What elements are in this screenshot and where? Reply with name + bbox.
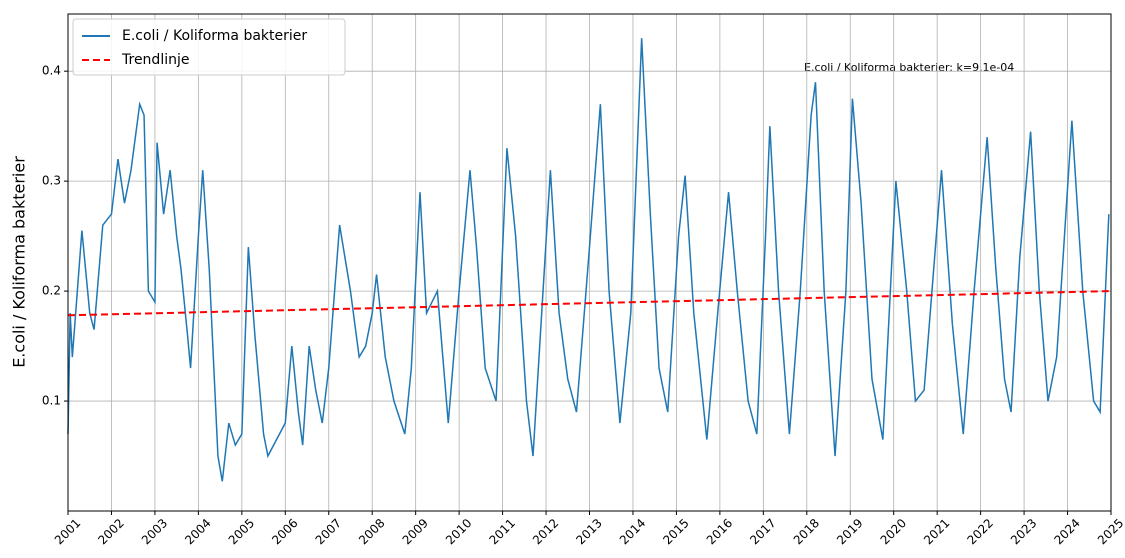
- x-tick-label: 2024: [1051, 516, 1082, 547]
- x-tick-label: 2011: [486, 516, 517, 547]
- x-tick-label: 2017: [747, 516, 778, 547]
- annotation: E.coli / Koliforma bakterier: k=9.1e-04: [804, 61, 1014, 74]
- x-tick-label: 2006: [269, 516, 300, 547]
- x-tick-label: 2007: [313, 516, 344, 547]
- y-tick-label: 0.4: [42, 64, 61, 78]
- data-line: [67, 290, 1112, 317]
- legend-label: Trendlinje: [121, 52, 189, 68]
- x-tick-label: 2005: [226, 516, 257, 547]
- x-tick-label: 2008: [356, 516, 387, 547]
- legend: E.coli / Koliforma bakterier Trendlinje: [72, 18, 346, 76]
- x-tick-label: 2018: [791, 516, 822, 547]
- y-tick-label: 0.2: [42, 284, 61, 298]
- x-tick-label: 2016: [704, 516, 735, 547]
- x-tick-label: 2021: [921, 516, 952, 547]
- y-axis-label: E.coli / Koliforma bakterier: [10, 156, 29, 368]
- x-tick-label: 2020: [878, 516, 909, 547]
- x-tick-label: 2015: [660, 516, 691, 547]
- x-tick-label: 2014: [617, 516, 648, 547]
- x-tick-label: 2019: [834, 516, 865, 547]
- x-tick-label: 2012: [530, 516, 561, 547]
- data-line: [67, 38, 1110, 482]
- legend-label: E.coli / Koliforma bakterier: [122, 28, 307, 44]
- y-tick-label: 0.3: [42, 174, 61, 188]
- y-tick-label: 0.1: [42, 394, 61, 408]
- x-tick-label: 2003: [139, 516, 170, 547]
- x-tick-label: 2009: [400, 516, 431, 547]
- x-tick-label: 2025: [1095, 516, 1125, 547]
- x-tick-label: 2002: [95, 516, 126, 547]
- legend-box: [72, 18, 346, 76]
- x-tick-label: 2001: [52, 516, 83, 547]
- x-tick-label: 2004: [182, 516, 213, 547]
- plot-frame: [67, 13, 1112, 512]
- x-tick-label: 2023: [1008, 516, 1039, 547]
- x-tick-label: 2022: [965, 516, 996, 547]
- x-tick-label: 2010: [443, 516, 474, 547]
- x-tick-label: 2013: [573, 516, 604, 547]
